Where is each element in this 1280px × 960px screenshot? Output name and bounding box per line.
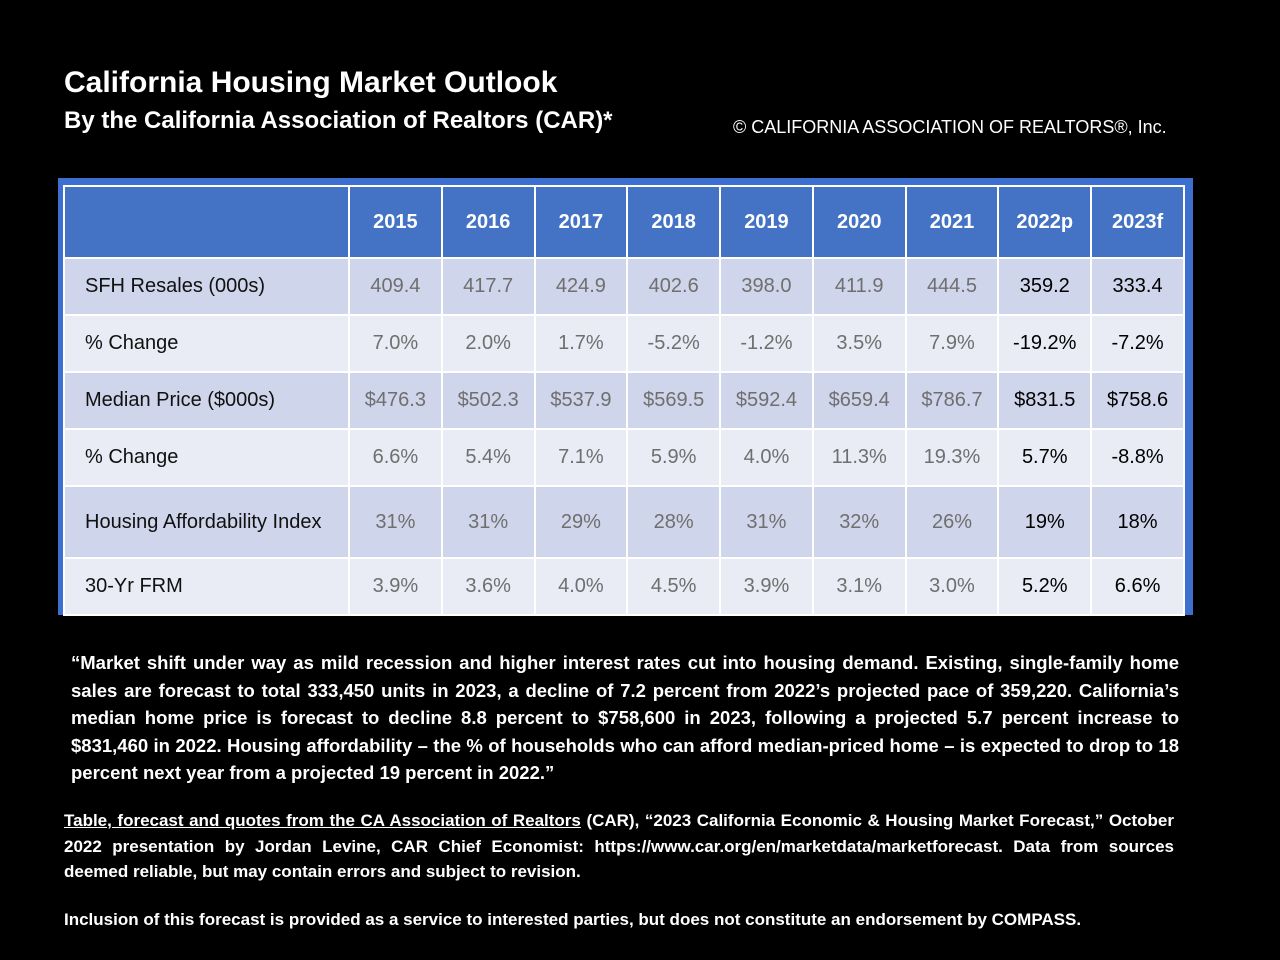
table-header-row: 2015 2016 2017 2018 2019 2020 2021 2022p 2023f	[63, 185, 1185, 259]
table-cell: $502.3	[440, 371, 536, 430]
table-cell: 5.7%	[997, 428, 1093, 487]
table-cell: 26%	[904, 485, 1000, 559]
table-cell: 31%	[719, 485, 814, 559]
table-cell: 411.9	[811, 257, 907, 316]
table-row: % Change 7.0% 2.0% 1.7% -5.2% -1.2% 3.5% 7.9% -1…	[63, 314, 1185, 373]
table-cell: 409.4	[348, 257, 443, 316]
table-cell: 402.6	[626, 257, 722, 316]
column-header: 2023f	[1090, 185, 1185, 259]
table-cell: 7.9%	[904, 314, 1000, 373]
row-label: % Change	[63, 314, 350, 373]
table-cell: 3.1%	[811, 557, 907, 616]
table-cell: 2.0%	[440, 314, 536, 373]
table-cell: 3.0%	[904, 557, 1000, 616]
table-cell: -5.2%	[626, 314, 722, 373]
forecast-table-frame: 2015 2016 2017 2018 2019 2020 2021 2022p 2023f S…	[58, 178, 1193, 616]
table-cell: 7.0%	[348, 314, 443, 373]
column-header: 2015	[348, 185, 443, 259]
table-cell: 11.3%	[811, 428, 907, 487]
table-cell: 3.9%	[348, 557, 443, 616]
row-label: 30-Yr FRM	[63, 557, 350, 616]
table-cell: 424.9	[533, 257, 629, 316]
table-row: Housing Affordability Index 31% 31% 29% 28% 3…	[63, 485, 1185, 559]
column-header: 2016	[440, 185, 536, 259]
source-note: Table, forecast and quotes from the CA A…	[64, 808, 1174, 885]
table-cell: $569.5	[626, 371, 722, 430]
page-title: California Housing Market Outlook	[64, 66, 558, 99]
column-header: 2022p	[997, 185, 1093, 259]
disclaimer: Inclusion of this forecast is provided a…	[64, 910, 1082, 929]
table-cell: 5.2%	[997, 557, 1093, 616]
table-row: SFH Resales (000s) 409.4 417.7 424.9 402.6 39…	[63, 257, 1185, 316]
table-cell: 3.5%	[811, 314, 907, 373]
header-corner	[63, 185, 350, 259]
table-cell: 4.5%	[626, 557, 722, 616]
table-cell: $592.4	[719, 371, 814, 430]
table-cell: 31%	[348, 485, 443, 559]
table-cell: 1.7%	[533, 314, 629, 373]
table-cell: 398.0	[719, 257, 814, 316]
table-cell: -7.2%	[1090, 314, 1185, 373]
table-cell: 7.1%	[533, 428, 629, 487]
table-cell: $537.9	[533, 371, 629, 430]
table-cell: $831.5	[997, 371, 1093, 430]
table-cell: $786.7	[904, 371, 1000, 430]
table-cell: 6.6%	[348, 428, 443, 487]
table-cell: $758.6	[1090, 371, 1185, 430]
table-cell: 3.9%	[719, 557, 814, 616]
table-cell: $476.3	[348, 371, 443, 430]
forecast-table: 2015 2016 2017 2018 2019 2020 2021 2022p 2023f S…	[63, 185, 1185, 616]
column-header: 2021	[904, 185, 1000, 259]
table-cell: 4.0%	[719, 428, 814, 487]
table-cell: -8.8%	[1090, 428, 1185, 487]
column-header: 2017	[533, 185, 629, 259]
forecast-quote: “Market shift under way as mild recessio…	[71, 652, 1179, 783]
page-subtitle: By the California Association of Realtor…	[64, 107, 613, 134]
source-link-text[interactable]: Table, forecast and quotes from the CA A…	[64, 811, 581, 830]
table-cell: $659.4	[811, 371, 907, 430]
column-header: 2020	[811, 185, 907, 259]
table-row: 30-Yr FRM 3.9% 3.6% 4.0% 4.5% 3.9% 3.1% 3.0% 5.2…	[63, 557, 1185, 616]
source-details: (CAR), “2023 California Economic & Housi…	[64, 811, 1174, 881]
copyright-notice: © CALIFORNIA ASSOCIATION OF REALTORS®, I…	[733, 117, 1167, 137]
table-cell: 19.3%	[904, 428, 1000, 487]
row-label: Housing Affordability Index	[63, 485, 350, 559]
column-header: 2018	[626, 185, 722, 259]
table-cell: 5.4%	[440, 428, 536, 487]
table-cell: 417.7	[440, 257, 536, 316]
table-row: % Change 6.6% 5.4% 7.1% 5.9% 4.0% 11.3% 19.3% 5.…	[63, 428, 1185, 487]
table-cell: 19%	[997, 485, 1093, 559]
table-cell: 444.5	[904, 257, 1000, 316]
row-label: Median Price ($000s)	[63, 371, 350, 430]
table-cell: 3.6%	[440, 557, 536, 616]
row-label: % Change	[63, 428, 350, 487]
table-cell: 333.4	[1090, 257, 1185, 316]
table-cell: 359.2	[997, 257, 1093, 316]
table-cell: 28%	[626, 485, 722, 559]
table-cell: 5.9%	[626, 428, 722, 487]
table-cell: -19.2%	[997, 314, 1093, 373]
table-body: SFH Resales (000s) 409.4 417.7 424.9 402.6 39…	[63, 257, 1185, 616]
row-label: SFH Resales (000s)	[63, 257, 350, 316]
table-cell: 31%	[440, 485, 536, 559]
table-row: Median Price ($000s) $476.3 $502.3 $537.9 $5…	[63, 371, 1185, 430]
table-cell: 32%	[811, 485, 907, 559]
table-cell: -1.2%	[719, 314, 814, 373]
table-cell: 18%	[1090, 485, 1185, 559]
table-cell: 6.6%	[1090, 557, 1185, 616]
table-cell: 4.0%	[533, 557, 629, 616]
table-cell: 29%	[533, 485, 629, 559]
column-header: 2019	[719, 185, 814, 259]
